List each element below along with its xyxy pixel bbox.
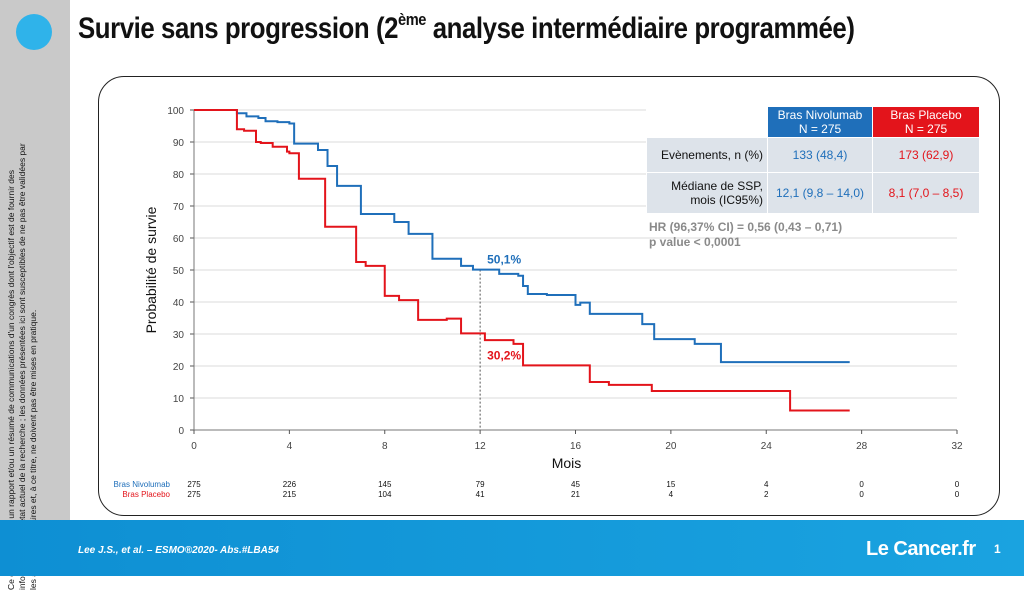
risk-value: 4: [764, 480, 769, 489]
left-sidebar: Ce contenu est un un rapport et/ou un ré…: [0, 0, 70, 590]
title-rest: analyse intermédiaire programmée): [426, 12, 855, 45]
logo-dot: [16, 14, 52, 50]
title-main: Survie sans progression (2: [78, 12, 399, 45]
risk-value: 0: [859, 480, 864, 489]
y-tick-label: 80: [173, 170, 185, 181]
y-tick-label: 70: [173, 202, 185, 213]
y-tick-label: 30: [173, 330, 185, 341]
y-tick-label: 100: [167, 106, 184, 117]
axes: 0 10 20 30 40 50 60 70 80 90 100 0 4 8 12 16 20 24 28 32 Moi…: [143, 106, 963, 471]
x-tick-label: 12: [475, 441, 487, 452]
x-tick-label: 20: [665, 441, 677, 452]
y-tick-label: 0: [178, 426, 184, 437]
hr-line: HR (96,37% CI) = 0,56 (0,43 – 0,71): [649, 220, 843, 234]
table-corner: [646, 106, 768, 138]
x-axis-label: Mois: [552, 455, 582, 471]
x-tick-label: 8: [382, 441, 388, 452]
risk-value: 4: [669, 490, 674, 499]
page-number: 1: [994, 542, 1001, 556]
risk-value: 104: [378, 490, 392, 499]
risk-value: 79: [476, 480, 485, 489]
x-tick-label: 28: [856, 441, 868, 452]
header-placebo-line2: N = 275: [904, 122, 948, 136]
footer-bar: Lee J.S., et al. – ESMO®2020- Abs.#LBA54…: [0, 520, 1024, 576]
risk-value: 0: [955, 480, 960, 489]
cell-placebo: 8,1 (7,0 – 8,5): [872, 172, 980, 214]
brand-logo: Le Cancer.fr: [866, 538, 976, 560]
header-nivolumab: Bras Nivolumab N = 275: [767, 106, 873, 138]
annotation-label: 50,1%: [487, 253, 521, 267]
risk-value: 21: [571, 490, 580, 499]
y-tick-label: 10: [173, 394, 185, 405]
cell-nivolumab: 12,1 (9,8 – 14,0): [767, 172, 873, 214]
cell-nivolumab: 133 (48,4): [767, 137, 873, 173]
y-tick-label: 20: [173, 362, 185, 373]
title-sup: ème: [398, 10, 427, 29]
risk-row-name: Bras Nivolumab: [114, 480, 171, 489]
series-lines: [194, 109, 850, 430]
table-row: Evènements, n (%) 133 (48,4) 173 (62,9): [646, 137, 980, 173]
y-tick-label: 50: [173, 266, 185, 277]
x-tick-label: 32: [951, 441, 963, 452]
annotation-label: 30,2%: [487, 348, 521, 362]
header-placebo: Bras Placebo N = 275: [872, 106, 980, 138]
series-line-nivolumab: [194, 109, 850, 364]
y-tick-label: 40: [173, 298, 185, 309]
risk-value: 215: [283, 490, 297, 499]
risk-value: 0: [955, 490, 960, 499]
risk-row-name: Bras Placebo: [122, 490, 170, 499]
x-tick-label: 0: [191, 441, 197, 452]
citation: Lee J.S., et al. – ESMO®2020- Abs.#LBA54: [78, 545, 279, 556]
row-label-text: mois (IC95%): [690, 193, 763, 207]
risk-value: 2: [764, 490, 769, 499]
risk-value: 45: [571, 480, 580, 489]
cell-placebo: 173 (62,9): [872, 137, 980, 173]
x-tick-label: 4: [287, 441, 293, 452]
row-label: Médiane de SSP, mois (IC95%): [646, 172, 768, 214]
table-row: Médiane de SSP, mois (IC95%) 12,1 (9,8 – …: [646, 172, 980, 214]
chart-labels: 50,1% 30,2%: [487, 253, 521, 363]
row-label: Evènements, n (%): [646, 137, 768, 173]
row-label-text: Médiane de SSP,: [671, 179, 763, 193]
series-line-placebo: [194, 109, 850, 412]
row-label-text: Evènements, n (%): [660, 148, 763, 162]
risk-value: 275: [187, 490, 201, 499]
header-nivolumab-line2: N = 275: [798, 122, 842, 136]
risk-value: 226: [283, 480, 297, 489]
page-title: Survie sans progression (2ème analyse in…: [78, 10, 855, 46]
p-value-line: p value < 0,0001: [649, 235, 741, 249]
header-nivolumab-line1: Bras Nivolumab: [777, 108, 863, 122]
y-tick-label: 90: [173, 138, 185, 149]
hr-stats: HR (96,37% CI) = 0,56 (0,43 – 0,71) p va…: [649, 220, 842, 250]
risk-value: 275: [187, 480, 201, 489]
x-tick-label: 16: [570, 441, 582, 452]
risk-value: 15: [666, 480, 675, 489]
x-tick-label: 24: [761, 441, 773, 452]
results-table: Bras Nivolumab N = 275 Bras Placebo N = 27…: [646, 106, 980, 214]
y-tick-label: 60: [173, 234, 185, 245]
risk-value: 0: [859, 490, 864, 499]
risk-value: 41: [476, 490, 485, 499]
header-placebo-line1: Bras Placebo: [890, 108, 962, 122]
y-axis-label: Probabilité de survie: [143, 206, 159, 333]
risk-value: 145: [378, 480, 392, 489]
